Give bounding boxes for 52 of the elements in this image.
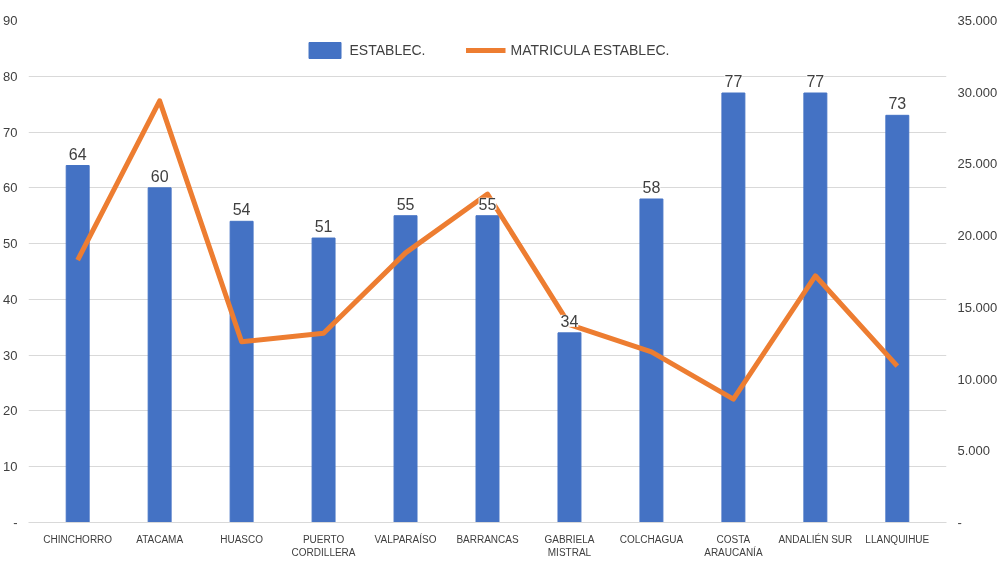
y2-tick-label: 15.000 [957,299,998,315]
data-label: 73 [888,95,907,113]
y2-tick-label: 35.000 [957,13,998,28]
data-label: 60 [150,167,169,185]
x-tick-label: GABRIELA MISTRAL [544,533,595,558]
y-tick-label: 90 [3,13,18,28]
y-tick-label: 40 [3,291,18,307]
y2-tick-label: 30.000 [957,84,998,100]
y-tick-label: 30 [3,347,18,363]
x-tick-label: BARRANCAS [456,533,519,545]
y-tick-label: 10 [3,459,18,475]
bar [147,187,172,523]
x-tick-label: HUASCO [220,533,264,545]
bar [885,114,910,523]
x-tick-label: ANDALIÉN SUR [778,532,853,545]
x-tick-label: PUERTO CORDILLERA [291,533,356,558]
y-tick-label: 80 [3,68,18,84]
y-tick-label: 60 [3,180,18,196]
bar [229,220,254,523]
y-tick-label: 70 [3,124,18,140]
y2-tick-label: 5.000 [957,443,991,459]
x-tick-label: CHINCHORRO [43,533,113,545]
x-tick-label: COLCHAGUA [619,533,684,545]
y2-tick-label: 25.000 [957,156,998,172]
y-tick-label: - [13,515,18,530]
bar [639,198,664,523]
bar [311,237,336,523]
x-tick-label: VALPARAÍSO [374,532,437,545]
data-label: 55 [478,195,497,213]
bar [721,92,746,523]
y2-tick-label: 10.000 [957,371,998,387]
bar [65,165,90,523]
x-tick-label: ATACAMA [136,533,184,545]
data-label: 55 [396,195,415,213]
data-label: 58 [642,178,661,196]
data-label: 51 [314,218,333,236]
legend-label: MATRICULA ESTABLEC. [510,42,670,58]
y2-tick-label: 20.000 [957,228,998,244]
y-tick-label: 50 [3,236,18,252]
bar [557,332,582,523]
x-tick-label: COSTA ARAUCANÍA [704,533,763,558]
y2-tick-label: - [957,515,962,530]
data-label: 64 [68,145,87,163]
bar [475,215,500,523]
data-label: 54 [232,201,251,219]
data-label: 77 [724,73,743,91]
bar [803,92,828,523]
x-tick-label: LLANQUIHUE [865,533,930,545]
bar [393,215,418,523]
y-tick-label: 20 [3,403,18,419]
legend-label: ESTABLEC. [349,42,426,58]
data-label: 77 [806,73,825,91]
